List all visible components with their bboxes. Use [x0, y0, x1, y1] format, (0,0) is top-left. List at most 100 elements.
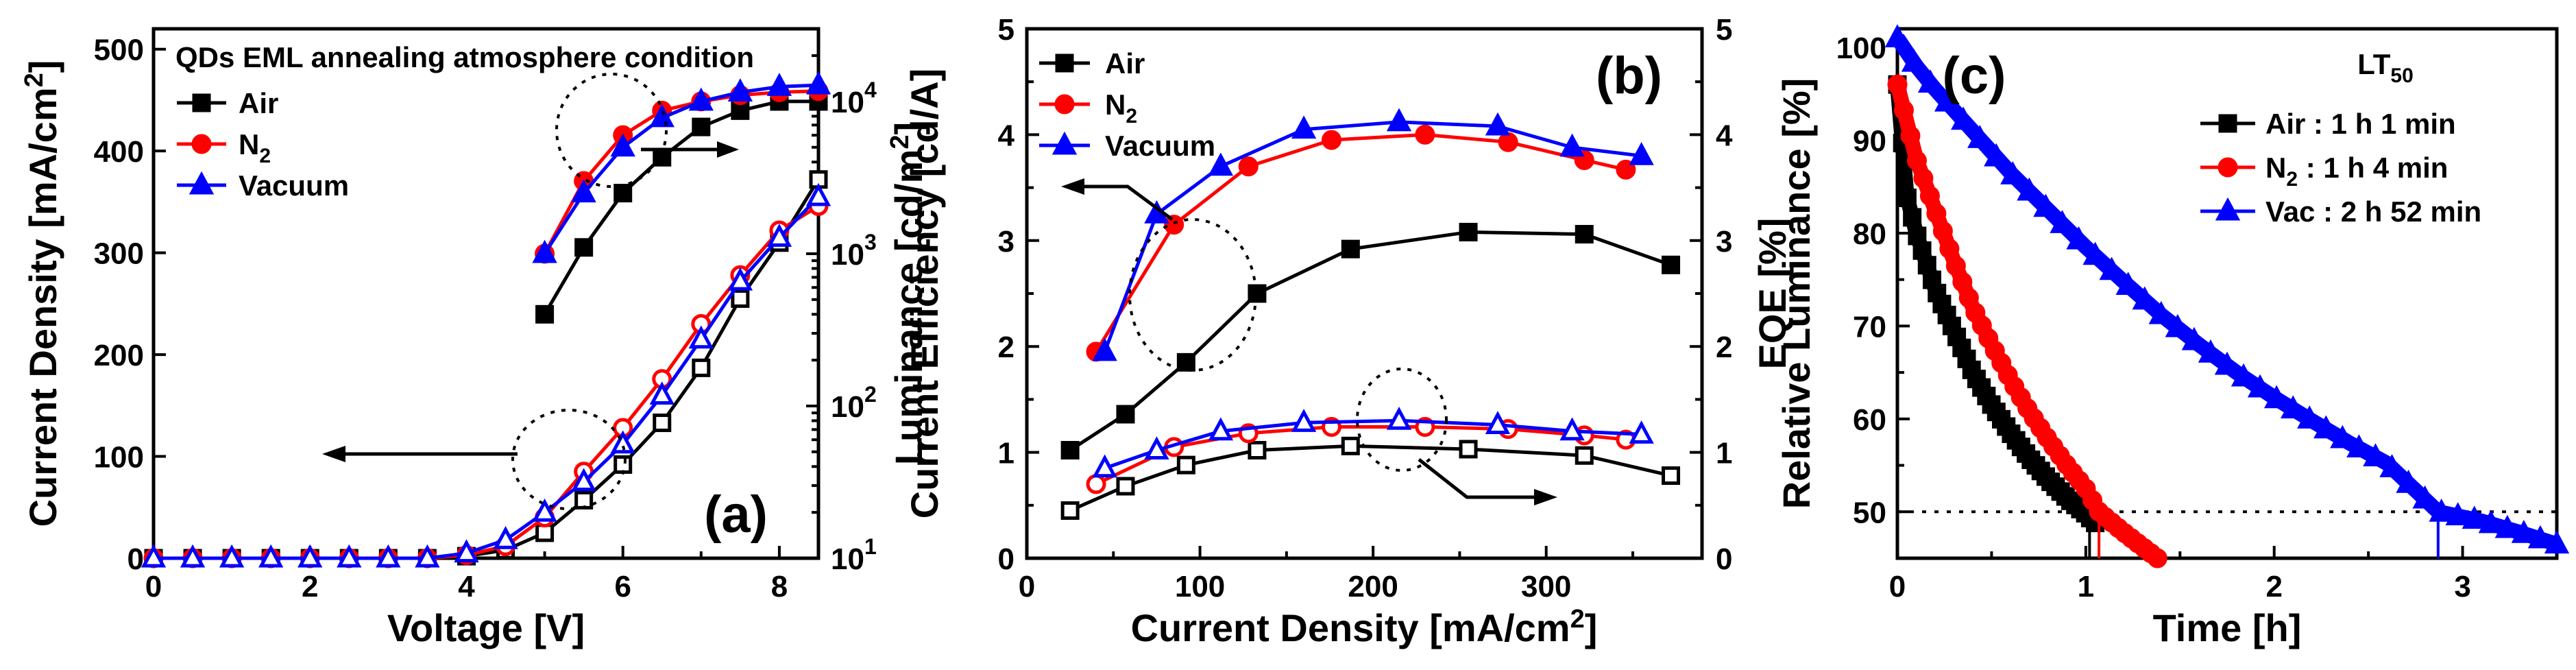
panel-a-point-air-current-density [653, 414, 672, 433]
panel-c-legend-label: N2 : 1 h 4 min [2265, 152, 2448, 191]
panel-a-point-vacuum-luminance [805, 71, 831, 95]
panel-b-arrow-right [1418, 458, 1557, 505]
panel-b-arrow-left [1061, 178, 1174, 222]
panel-c-legend: Air : 1 h 1 min N2 : 1 h 4 min Vac : 2 h 5… [2200, 108, 2481, 228]
panel-c-point-air [1903, 208, 1922, 227]
panel-b-line-vacuum-current-efficiency [1103, 120, 1642, 352]
panel-b-point-air-current-efficiency [1341, 239, 1360, 259]
panel-c-legend-label: Vac : 2 h 52 min [2265, 195, 2481, 228]
panel-b-point-vacuum-current-efficiency [1291, 115, 1317, 139]
panel-a-x-tick-label: 2 [302, 570, 318, 603]
panel-b-point-air-current-efficiency [1459, 222, 1478, 241]
panel-c-point-n2 [1887, 74, 1908, 95]
panel-a-yleft-tick-label: 300 [94, 237, 144, 271]
panel-b-legend-label: Air [1105, 47, 1145, 80]
panel-b-point-air-eqe [1575, 446, 1594, 465]
panel-c-point-vac [2017, 177, 2042, 201]
panel-b-point-air-eqe [1341, 436, 1360, 455]
panel-c-curve-vac [1891, 34, 2560, 552]
panel-b-point-n2-current-efficiency [1238, 156, 1259, 177]
panel-b-ellipse-eqe [1356, 368, 1448, 472]
panel-b-yleft-tick-label: 3 [998, 225, 1014, 259]
panel-c-point-vac [2445, 502, 2470, 525]
panel-c-legend-marker [2217, 157, 2238, 178]
panel-b-point-vacuum-current-efficiency [1559, 133, 1585, 157]
panel-c-y-tick-label: 90 [1853, 125, 1886, 158]
panel-c-point-n2 [1913, 168, 1934, 189]
panel-c-point-vac [2281, 395, 2306, 419]
panel-a-arrow-left [322, 446, 518, 462]
panel-a-plot-frame [151, 27, 821, 560]
panel-c-point-vac [1967, 125, 1993, 148]
panel-b-ylabel-right: EQE [%] [1751, 218, 1794, 370]
panel-c-point-vac [2462, 505, 2487, 529]
panel-c-y-tick-label: 80 [1853, 217, 1886, 251]
panel-b-point-air-current-efficiency [1176, 352, 1195, 372]
panel-c-point-vac [2033, 193, 2058, 217]
panel-c-legend-title: LT50 [2357, 48, 2414, 87]
panel-b-legend-label: N2 [1105, 88, 1137, 128]
panel-c-point-vac [2000, 161, 2026, 184]
panel-c-x-tick-label: 0 [1889, 570, 1906, 603]
panel-a-point-vacuum-luminance [766, 73, 792, 96]
panel-a-point-vacuum-current-density [180, 544, 206, 568]
panel-b-point-vacuum-current-efficiency [1629, 142, 1654, 165]
panel-a-point-vacuum-current-density [610, 430, 635, 454]
panel-a-yright-tick-label: 102 [831, 382, 877, 424]
panel-b-x-tick-label: 100 [1175, 570, 1225, 603]
panel-c-y-tick-label: 70 [1853, 310, 1886, 344]
panel-c-point-vac [2363, 443, 2388, 467]
panel-b-point-vacuum-eqe [1144, 436, 1169, 460]
panel-a-arrow-right [641, 141, 739, 158]
panel-a-point-air-current-density [535, 523, 555, 542]
panel-c-point-vac [2511, 520, 2537, 543]
panel-a-yleft-tick-label: 200 [94, 339, 144, 372]
panel-b-legend-label: Vacuum [1105, 130, 1215, 162]
panel-c-point-air [1897, 188, 1917, 207]
panel-c-point-n2 [1945, 256, 1966, 276]
panel-a-point-air-luminance [574, 238, 594, 257]
panel-c-point-n2 [1906, 150, 1927, 171]
panel-b-xlabel: Current Density [mA/cm2] [1131, 605, 1598, 649]
panel-c-point-vac [2527, 525, 2553, 549]
panel-c-point-vac [1984, 143, 2009, 167]
panel-b-yright-tick-label: 1 [1716, 437, 1732, 470]
panel-c-point-vac [1901, 48, 1927, 72]
panel-a-legend-label: Air [239, 87, 278, 119]
panel-a-point-vacuum-current-density [454, 539, 479, 563]
panel-c-ylabel: Relative Luminance [%] [1775, 78, 1818, 510]
panel-b-yleft-tick-label: 2 [998, 331, 1014, 364]
panel-a-x-tick-label: 8 [771, 570, 788, 603]
panel-c-point-vac [2297, 405, 2322, 429]
panel-b-point-air-eqe [1248, 441, 1267, 460]
panel-a-point-vacuum-current-density [571, 468, 596, 492]
panel-c-y-tick-label: 100 [1836, 32, 1886, 65]
panel-a-yright-tick-label: 101 [831, 534, 877, 576]
panel-b-ellipse-ce [1128, 218, 1257, 372]
panel-a-point-vacuum-current-density [219, 544, 245, 568]
panel-c-legend-marker [2218, 114, 2237, 133]
panel-c-point-n2 [1939, 239, 1960, 259]
panel-c-point-vac [2115, 272, 2141, 295]
panel-b-point-vacuum-eqe [1629, 420, 1654, 444]
panel-b-line-n2-current-efficiency [1094, 132, 1627, 353]
panel-b-yright-tick-label: 2 [1716, 331, 1732, 364]
panel-a-legend-label: N2 [239, 128, 271, 167]
panel-a-point-vacuum-current-density [688, 325, 714, 349]
panel-c-point-vac [2132, 286, 2157, 310]
panel-c-series [1884, 24, 2570, 569]
panel-a-point-vacuum-luminance [649, 104, 675, 128]
panel-c-point-vac [2050, 210, 2075, 233]
panel-c-ticks: 0 1 2 3 50 60 70 80 90 100 [1836, 32, 2471, 603]
panel-c-x-tick-label: 1 [2078, 570, 2094, 603]
panel-c-point-vac [2148, 300, 2174, 324]
panel-a-x-tick-label: 6 [614, 570, 631, 603]
panel-b-point-vacuum-current-efficiency [1386, 108, 1412, 132]
panel-b-point-n2-current-efficiency [1322, 130, 1342, 150]
panel-c-y-tick-label: 60 [1853, 403, 1886, 437]
panel-a-x-tick-label: 4 [458, 570, 475, 603]
panel-b-point-air-eqe [1176, 455, 1195, 475]
panel-b-point-n2-current-efficiency [1616, 159, 1636, 180]
panel-c-point-vac [2478, 510, 2503, 534]
